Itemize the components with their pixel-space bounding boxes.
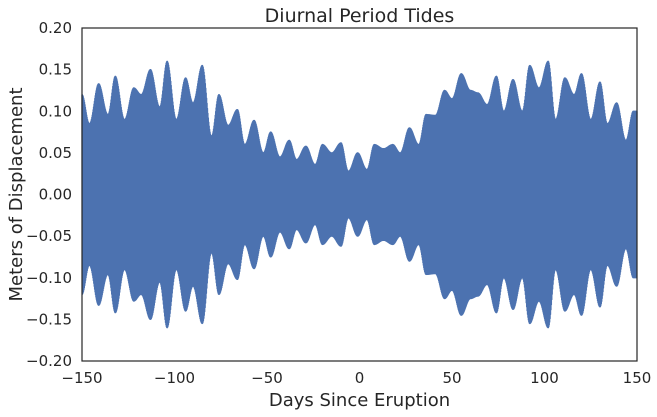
x-axis-label: Days Since Eruption [269, 390, 450, 411]
plot-frame [81, 27, 638, 362]
x-tick-label: 100 [530, 369, 559, 387]
y-tick-label: −0.20 [26, 352, 72, 370]
plot-area [81, 60, 638, 329]
y-tick-label: 0.05 [39, 144, 72, 162]
tide-series-line [81, 60, 638, 329]
y-tick-label: −0.10 [26, 269, 72, 287]
x-tick-label: 0 [355, 369, 365, 387]
x-tick-label: −50 [251, 369, 283, 387]
y-tick-label: 0.00 [39, 186, 72, 204]
y-tick-label: −0.05 [26, 227, 72, 245]
y-axis-label: Meters of Displacement [6, 87, 27, 301]
x-axis-ticks: −150 −100 −50 0 50 100 150 [61, 369, 651, 387]
x-tick-label: −100 [154, 369, 195, 387]
y-axis-ticks: 0.20 0.15 0.10 0.05 0.00 −0.05 −0.10 −0.15 −0.20 [26, 19, 72, 370]
x-tick-label: 50 [442, 369, 461, 387]
y-tick-label: 0.20 [39, 19, 72, 37]
y-tick-label: −0.15 [26, 310, 72, 328]
y-tick-label: 0.10 [39, 102, 72, 120]
x-tick-label: 150 [623, 369, 652, 387]
y-tick-label: 0.15 [39, 61, 72, 79]
x-tick-label: −150 [61, 369, 102, 387]
chart-title: Diurnal Period Tides [265, 5, 455, 27]
